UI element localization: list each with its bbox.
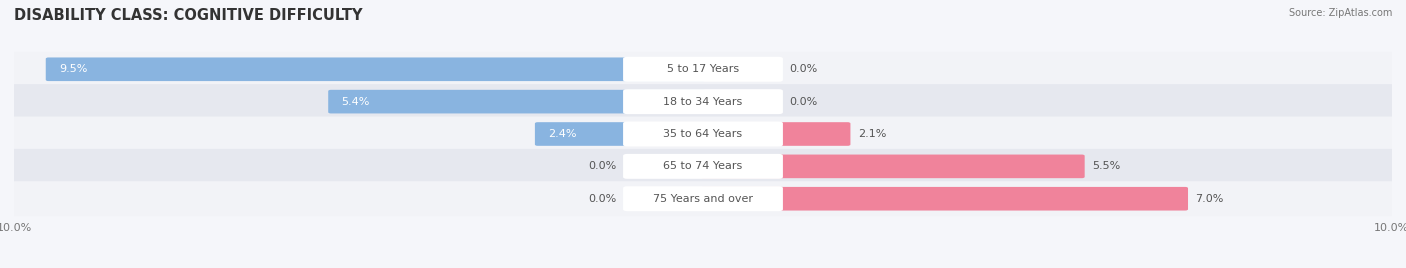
FancyBboxPatch shape <box>8 181 1398 216</box>
FancyBboxPatch shape <box>623 57 783 82</box>
Text: 18 to 34 Years: 18 to 34 Years <box>664 97 742 107</box>
Text: 5 to 17 Years: 5 to 17 Years <box>666 64 740 74</box>
Text: 0.0%: 0.0% <box>589 194 617 204</box>
FancyBboxPatch shape <box>8 84 1398 119</box>
Text: 2.4%: 2.4% <box>548 129 576 139</box>
Text: Source: ZipAtlas.com: Source: ZipAtlas.com <box>1288 8 1392 18</box>
FancyBboxPatch shape <box>700 155 1084 178</box>
FancyBboxPatch shape <box>700 122 851 146</box>
FancyBboxPatch shape <box>8 52 1398 87</box>
Text: 65 to 74 Years: 65 to 74 Years <box>664 161 742 171</box>
FancyBboxPatch shape <box>623 154 783 179</box>
Text: 5.4%: 5.4% <box>342 97 370 107</box>
Text: 7.0%: 7.0% <box>1195 194 1225 204</box>
FancyBboxPatch shape <box>534 122 706 146</box>
Text: 9.5%: 9.5% <box>59 64 87 74</box>
FancyBboxPatch shape <box>623 89 783 114</box>
FancyBboxPatch shape <box>8 117 1398 151</box>
Text: 2.1%: 2.1% <box>858 129 886 139</box>
FancyBboxPatch shape <box>8 149 1398 184</box>
Text: 75 Years and over: 75 Years and over <box>652 194 754 204</box>
FancyBboxPatch shape <box>46 57 706 81</box>
FancyBboxPatch shape <box>623 186 783 211</box>
Text: 35 to 64 Years: 35 to 64 Years <box>664 129 742 139</box>
Text: 0.0%: 0.0% <box>789 64 817 74</box>
FancyBboxPatch shape <box>623 122 783 146</box>
Text: 5.5%: 5.5% <box>1092 161 1121 171</box>
FancyBboxPatch shape <box>700 187 1188 211</box>
Text: 0.0%: 0.0% <box>789 97 817 107</box>
Text: 0.0%: 0.0% <box>589 161 617 171</box>
Text: DISABILITY CLASS: COGNITIVE DIFFICULTY: DISABILITY CLASS: COGNITIVE DIFFICULTY <box>14 8 363 23</box>
FancyBboxPatch shape <box>328 90 706 113</box>
Legend: Male, Female: Male, Female <box>643 267 763 268</box>
